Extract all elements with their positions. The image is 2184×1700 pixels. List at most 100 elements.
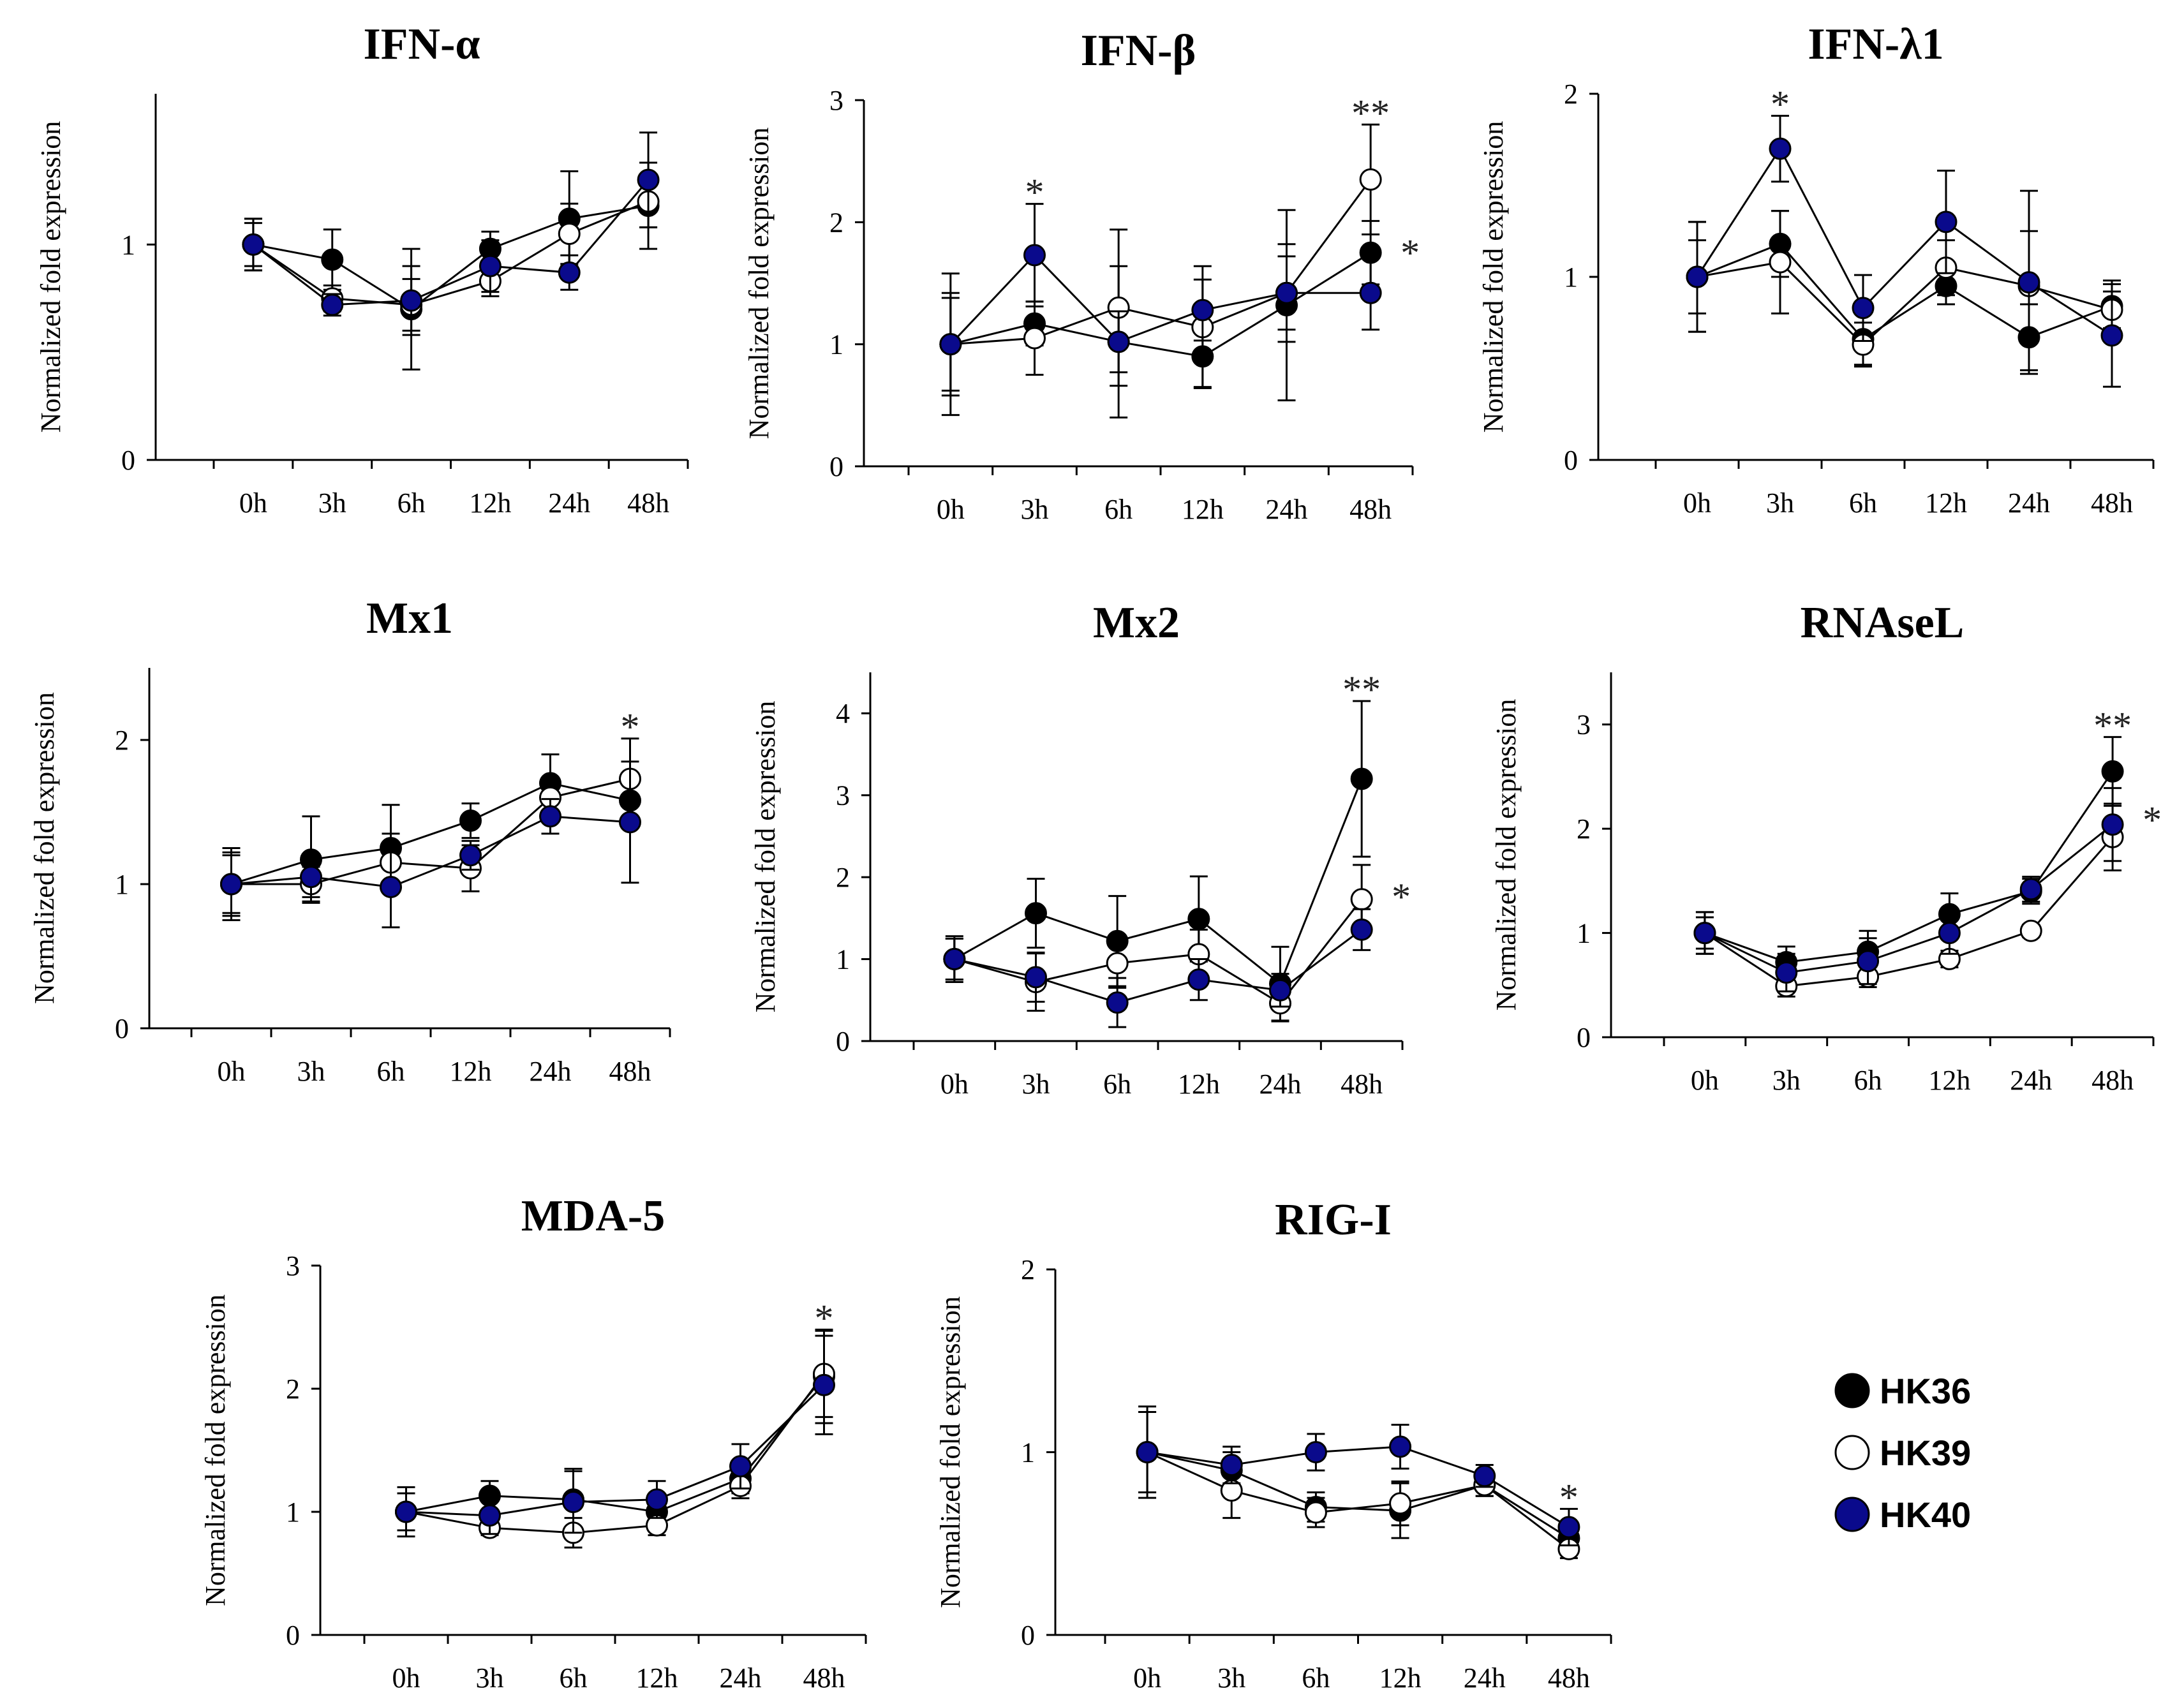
x-tick-label: 3h — [476, 1662, 504, 1694]
panel-title: RNAseL — [1801, 598, 1965, 647]
point-hk40 — [321, 293, 344, 316]
panel-title: Mx2 — [1093, 598, 1180, 647]
y-tick-label: 3 — [829, 85, 843, 116]
series-line-hk39 — [406, 1373, 825, 1534]
panel-title: RIG-I — [1275, 1195, 1392, 1245]
x-tick-label: 12h — [450, 1056, 492, 1087]
x-tick-label: 6h — [1103, 1068, 1131, 1100]
x-tick-label: 3h — [1021, 494, 1049, 525]
y-axis-label: Normalized fold expression — [29, 692, 60, 1004]
point-hk40 — [1935, 211, 1957, 233]
y-axis-label: Normalized fold expression — [1490, 699, 1522, 1011]
point-hk40 — [939, 333, 962, 356]
point-hk40 — [1775, 961, 1798, 984]
point-hk40 — [1025, 966, 1047, 989]
legend-label-hk36: HK36 — [1880, 1371, 1971, 1411]
y-tick-label: 1 — [1577, 918, 1591, 949]
x-tick-label: 24h — [2008, 487, 2050, 519]
y-tick-label: 1 — [836, 944, 850, 975]
y-tick-label: 1 — [115, 869, 129, 900]
point-hk40 — [1938, 922, 1961, 945]
legend-label-hk40: HK40 — [1880, 1495, 1971, 1535]
significance-marker: * — [1400, 232, 1420, 274]
series-line-hk39 — [1704, 836, 2114, 987]
x-tick-label: 48h — [803, 1662, 845, 1694]
point-hk40 — [558, 261, 581, 284]
series-line-hk39 — [1697, 261, 2113, 346]
y-tick-label: 2 — [829, 207, 843, 238]
series-line-hk40 — [1147, 1445, 1570, 1528]
point-hk40 — [1269, 979, 1291, 1002]
point-hk36 — [1187, 908, 1210, 931]
y-tick-label: 0 — [829, 451, 843, 482]
point-hk40 — [1106, 991, 1129, 1014]
x-tick-label: 3h — [1766, 487, 1794, 519]
point-hk40 — [1359, 281, 1382, 304]
point-hk40 — [1350, 918, 1373, 941]
y-axis-label: Normalized fold expression — [935, 1296, 966, 1608]
point-hk40 — [619, 811, 641, 834]
legend-label-hk39: HK39 — [1880, 1433, 1971, 1473]
y-tick-label: 0 — [115, 1013, 129, 1044]
point-hk40 — [1220, 1454, 1243, 1477]
legend-marker-hk36 — [1834, 1373, 1870, 1408]
point-hk40 — [2100, 324, 2123, 347]
series-line-hk39 — [1147, 1451, 1570, 1550]
point-hk40 — [459, 844, 482, 867]
point-hk40 — [2019, 878, 2042, 901]
significance-marker: * — [1025, 172, 1044, 214]
x-tick-label: 3h — [1217, 1662, 1245, 1694]
series-line-hk36 — [1147, 1451, 1570, 1539]
x-tick-label: 6h — [377, 1056, 405, 1087]
panel-ifn-: IFN-β Normalized fold expression 0 1 2 3 0h 3h 6… — [743, 26, 1420, 525]
y-axis-label: Normalized fold expression — [1478, 121, 1509, 433]
point-hk40 — [813, 1373, 835, 1396]
y-tick-label: 0 — [1021, 1620, 1035, 1651]
x-tick-label: 0h — [392, 1662, 420, 1694]
x-tick-label: 24h — [1464, 1662, 1506, 1694]
point-hk40 — [943, 948, 966, 971]
x-tick-label: 3h — [297, 1056, 325, 1087]
significance-marker: ** — [1351, 92, 1390, 134]
y-tick-label: 0 — [1564, 445, 1578, 476]
point-hk40 — [400, 289, 423, 312]
point-hk40 — [1107, 330, 1130, 353]
series-line-hk39 — [253, 200, 649, 306]
point-hk40 — [1686, 265, 1709, 288]
x-tick-label: 12h — [469, 487, 511, 519]
point-hk39 — [558, 222, 581, 245]
point-hk40 — [562, 1491, 584, 1514]
panel-title: IFN-λ1 — [1808, 20, 1943, 69]
x-tick-label: 0h — [1133, 1662, 1161, 1694]
panel-rig-i: RIG-I Normalized fold expression 0 1 2 0h 3h 6h… — [935, 1195, 1612, 1694]
x-tick-label: 6h — [397, 487, 426, 519]
x-tick-label: 6h — [560, 1662, 588, 1694]
point-hk39 — [1350, 888, 1373, 911]
y-axis-label: Normalized fold expression — [743, 128, 775, 440]
x-tick-label: 48h — [1349, 494, 1392, 525]
point-hk36 — [459, 809, 482, 832]
series-line-hk40 — [954, 929, 1363, 1004]
panel-mx2: Mx2 Normalized fold expression 0 1 2 3 4 0h 3h 6h… — [750, 598, 1411, 1100]
series-line-hk40 — [231, 815, 630, 889]
x-tick-label: 24h — [720, 1662, 762, 1694]
series-line-hk36 — [406, 1375, 825, 1513]
point-hk40 — [1187, 968, 1210, 991]
y-tick-label: 0 — [121, 445, 135, 476]
x-tick-label: 12h — [1178, 1068, 1220, 1100]
point-hk39 — [1359, 168, 1382, 191]
panel-ifn-1: IFN-λ1 Normalized fold expression 0 1 2 0h 3h 6… — [1478, 20, 2155, 519]
series-line-hk40 — [1696, 147, 2113, 337]
y-tick-label: 3 — [836, 780, 850, 811]
x-tick-label: 0h — [218, 1056, 246, 1087]
significance-marker: * — [1392, 876, 1411, 918]
x-tick-label: 12h — [1379, 1662, 1422, 1694]
x-tick-label: 0h — [940, 1068, 969, 1100]
y-tick-label: 3 — [286, 1250, 300, 1282]
point-hk40 — [1389, 1435, 1412, 1458]
y-tick-label: 4 — [836, 698, 850, 729]
y-tick-label: 0 — [1577, 1022, 1591, 1053]
significance-marker: * — [1559, 1476, 1579, 1518]
x-tick-label: 24h — [2010, 1065, 2052, 1096]
x-tick-label: 0h — [1691, 1065, 1719, 1096]
